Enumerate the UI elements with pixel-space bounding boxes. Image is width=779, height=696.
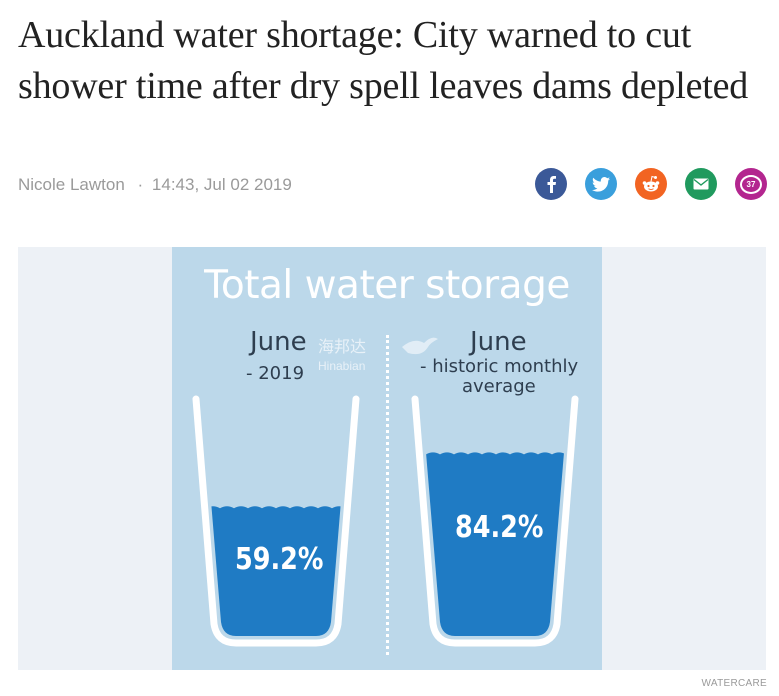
facebook-icon: [547, 176, 556, 193]
left-water-fill: [203, 506, 349, 636]
author-link[interactable]: Nicole Lawton: [18, 175, 125, 194]
byline: Nicole Lawton · 14:43, Jul 02 2019: [18, 175, 292, 195]
image-credit: WATERCARE: [701, 678, 767, 689]
watermark-cn: 海邦达: [318, 339, 367, 356]
facebook-share-button[interactable]: [535, 168, 567, 200]
reddit-icon: [642, 175, 660, 192]
comments-button[interactable]: 37: [735, 168, 767, 200]
right-percentage: 84.2%: [455, 510, 544, 545]
comments-icon: 37: [740, 174, 762, 194]
water-storage-infographic: Total water storage June - 2019 June - h…: [172, 247, 602, 670]
left-year-label: - 2019: [246, 363, 305, 384]
left-percentage: 59.2%: [235, 542, 324, 577]
reddit-share-button[interactable]: [635, 168, 667, 200]
right-subtitle-line2: average: [462, 376, 536, 397]
right-water-fill: [422, 452, 568, 636]
twitter-icon: [592, 176, 610, 192]
byline-separator: ·: [137, 175, 144, 194]
watermark: 海邦达 Hinabian: [318, 333, 366, 373]
email-icon: [693, 178, 709, 190]
left-month-label: June: [250, 327, 307, 357]
email-share-button[interactable]: [685, 168, 717, 200]
article-headline: Auckland water shortage: City warned to …: [18, 14, 749, 107]
watermark-en: Hinabian: [318, 359, 366, 373]
watermark-bird-icon: [402, 337, 438, 355]
glass-divider: [386, 335, 389, 655]
timestamp: 14:43, Jul 02 2019: [151, 175, 292, 194]
right-month-label: June: [470, 327, 527, 357]
right-subtitle-line1: - historic monthly: [420, 356, 579, 377]
infographic-title: Total water storage: [204, 263, 570, 308]
right-glass-outline: [411, 395, 579, 647]
left-glass-outline: [192, 395, 360, 647]
twitter-share-button[interactable]: [585, 168, 617, 200]
glasses-graphic: [192, 395, 579, 647]
